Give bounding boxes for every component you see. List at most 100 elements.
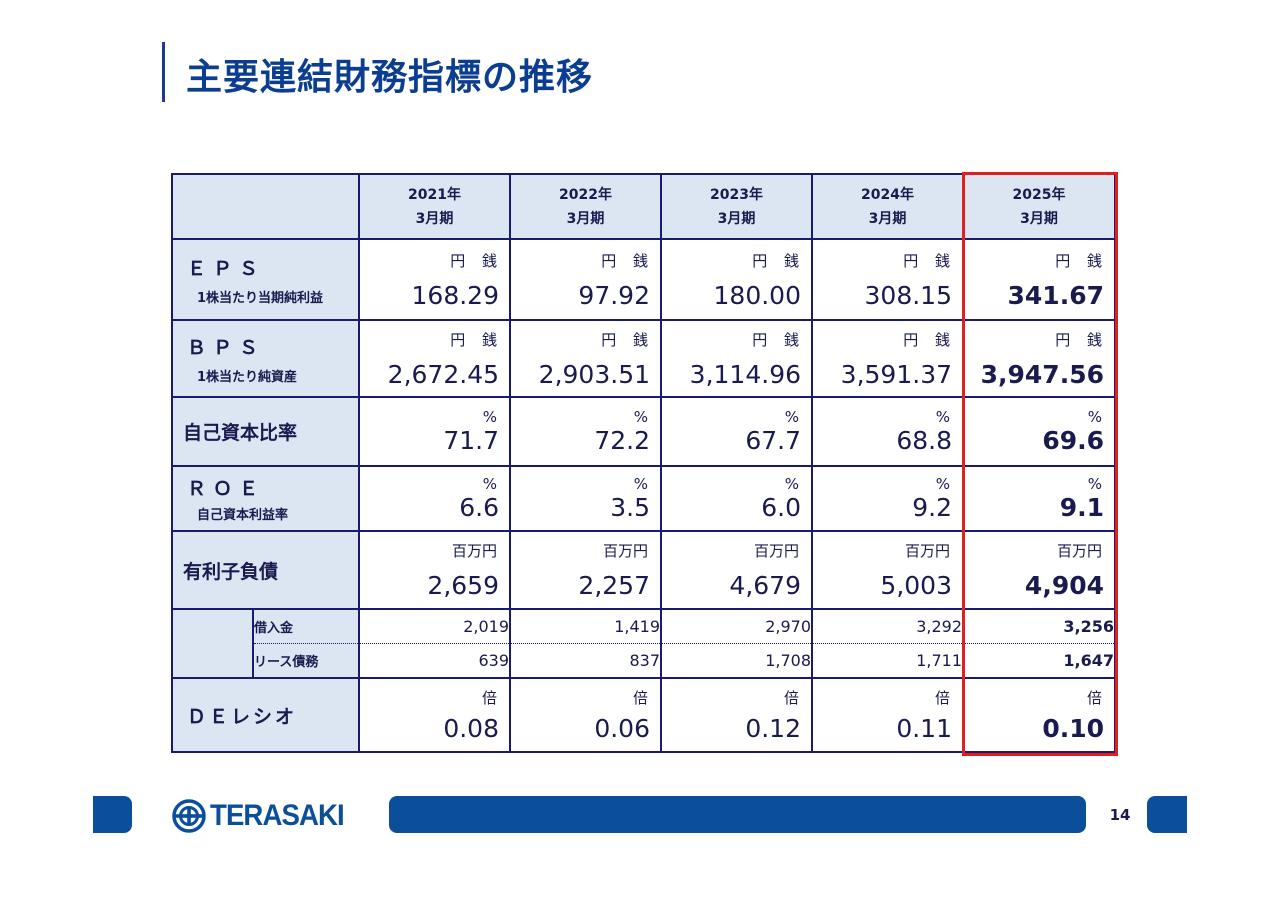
row-label-sub: 自己資本利益率 (197, 508, 289, 523)
unit-label: 円 銭 (903, 330, 950, 349)
unit-label: % (935, 408, 950, 426)
row-label-main: ＤＥレシオ (187, 705, 298, 728)
unit-label: % (935, 475, 950, 493)
column-year: 2023年 (710, 186, 763, 203)
row-debt: 有利子負債 百万円 2,659 百万円 2,257 百万円 4,679 百万円 5,00… (171, 530, 1116, 610)
unit-label: 倍 (783, 689, 799, 707)
cell-borrowings-2024: 3,292 (811, 608, 964, 644)
row-lease: リース債務 639 837 1,708 1,711 1,647 (172, 643, 1116, 679)
cell-roe-2021: % 6.6 (358, 465, 511, 532)
cell-debt-2021: 百万円 2,659 (358, 530, 511, 610)
unit-label: 円 銭 (601, 330, 648, 349)
unit-label: 円 銭 (1055, 251, 1102, 270)
cell-borrowings-2025: 3,256 (962, 608, 1116, 644)
row-label-sub: 1株当たり純資産 (197, 369, 298, 385)
cell-borrowings-2022: 1,419 (509, 608, 662, 644)
unit-label: % (633, 408, 648, 426)
unit-label: % (1087, 408, 1102, 426)
cell-lease-2025: 1,647 (962, 643, 1116, 679)
unit-label: 倍 (934, 689, 950, 707)
unit-label: 百万円 (451, 542, 497, 560)
unit-label: 円 銭 (903, 251, 950, 270)
cell-roe-2022: % 3.5 (509, 465, 662, 532)
cell-roe-2025: % 9.1 (962, 465, 1116, 532)
value: 2,257 (578, 571, 650, 600)
row-label-de-ratio: ＤＥレシオ (171, 677, 360, 753)
unit-label: % (1087, 475, 1102, 493)
row-label-main: ＥＰＳ (187, 257, 266, 280)
row-label-lease: リース債務 (252, 643, 360, 679)
row-roe: ＲＯＥ 自己資本利益率 % 6.6 % 3.5 % 6.0 % 9.2 % 9.1 (171, 465, 1116, 532)
column-header-2025: 2025年 3月期 (962, 173, 1116, 240)
row-label-bps: ＢＰＳ 1株当たり純資産 (171, 319, 360, 398)
row-eps: ＥＰＳ 1株当たり当期純利益 円 銭 168.29 円 銭 97.92 円 銭 180… (171, 238, 1116, 321)
row-label-equity-ratio: 自己資本比率 (171, 396, 360, 467)
page-title: 主要連結財務指標の推移 (186, 57, 594, 98)
row-de-ratio: ＤＥレシオ 倍 0.08 倍 0.06 倍 0.12 倍 0.11 倍 0.10 (171, 677, 1116, 753)
row-bps: ＢＰＳ 1株当たり純資産 円 銭 2,672.45 円 銭 2,903.51 円 銭… (171, 319, 1116, 398)
header-corner-cell (171, 173, 360, 240)
unit-label: 倍 (632, 689, 648, 707)
unit-label: 百万円 (1056, 542, 1102, 560)
cell-equity-ratio-2023: % 67.7 (660, 396, 813, 467)
cell-eps-2023: 円 銭 180.00 (660, 238, 813, 321)
logo-text: TERASAKI (210, 799, 345, 832)
column-header-2022: 2022年 3月期 (509, 173, 662, 240)
value: 2,903.51 (538, 359, 650, 389)
footer-right-block (1147, 796, 1187, 833)
cell-bps-2025: 円 銭 3,947.56 (962, 319, 1116, 398)
cell-lease-2024: 1,711 (811, 643, 964, 679)
value: 2,659 (427, 571, 499, 600)
column-period: 3月期 (868, 210, 907, 227)
row-label-roe: ＲＯＥ 自己資本利益率 (171, 465, 360, 532)
unit-label: % (633, 475, 648, 493)
cell-bps-2024: 円 銭 3,591.37 (811, 319, 964, 398)
row-label-eps: ＥＰＳ 1株当たり当期純利益 (171, 238, 360, 321)
cell-bps-2021: 円 銭 2,672.45 (358, 319, 511, 398)
cell-lease-2022: 837 (509, 643, 662, 679)
cell-bps-2023: 円 銭 3,114.96 (660, 319, 813, 398)
cell-roe-2023: % 6.0 (660, 465, 813, 532)
terasaki-logo: TERASAKI (172, 796, 355, 836)
column-header-2024: 2024年 3月期 (811, 173, 964, 240)
unit-label: 円 銭 (601, 251, 648, 270)
value: 3,947.56 (980, 359, 1104, 389)
cell-equity-ratio-2022: % 72.2 (509, 396, 662, 467)
value: 9.2 (912, 493, 952, 522)
cell-eps-2021: 円 銭 168.29 (358, 238, 511, 321)
financial-indicators-table: 2021年 3月期 2022年 3月期 2023年 3月期 2024年 3月期 2025… (171, 173, 1116, 753)
column-header-2021: 2021年 3月期 (358, 173, 511, 240)
cell-lease-2021: 639 (358, 643, 511, 679)
row-label-sub: 1株当たり当期純利益 (197, 290, 324, 306)
column-period: 3月期 (1020, 210, 1058, 227)
page-number: 14 (1109, 806, 1131, 824)
cell-equity-ratio-2024: % 68.8 (811, 396, 964, 467)
footer-left-block (93, 796, 132, 833)
value: 4,904 (1024, 571, 1104, 600)
cell-eps-2022: 円 銭 97.92 (509, 238, 662, 321)
column-year: 2024年 (861, 186, 914, 203)
row-label-main: ＲＯＥ (187, 478, 266, 500)
cell-debt-2024: 百万円 5,003 (811, 530, 964, 610)
value: 0.11 (896, 714, 952, 743)
column-period: 3月期 (717, 210, 756, 227)
unit-label: 円 銭 (450, 251, 497, 270)
value: 0.10 (1042, 714, 1104, 743)
terasaki-logo-icon (172, 799, 206, 833)
unit-label: 倍 (1086, 689, 1102, 707)
unit-label: % (784, 475, 799, 493)
value: 72.2 (594, 426, 650, 455)
value: 168.29 (411, 280, 499, 310)
cell-bps-2022: 円 銭 2,903.51 (509, 319, 662, 398)
unit-label: 円 銭 (450, 330, 497, 349)
cell-de-ratio-2021: 倍 0.08 (358, 677, 511, 753)
sub-row-indent-cell (171, 608, 254, 679)
value: 341.67 (1007, 280, 1104, 310)
cell-eps-2024: 円 銭 308.15 (811, 238, 964, 321)
cell-borrowings-2021: 2,019 (358, 608, 511, 644)
row-equity-ratio: 自己資本比率 % 71.7 % 72.2 % 67.7 % 68.8 % 69.6 (171, 396, 1116, 467)
value: 67.7 (745, 426, 801, 455)
value: 5,003 (880, 571, 952, 600)
value: 3,114.96 (689, 359, 801, 389)
column-year: 2021年 (408, 186, 461, 203)
